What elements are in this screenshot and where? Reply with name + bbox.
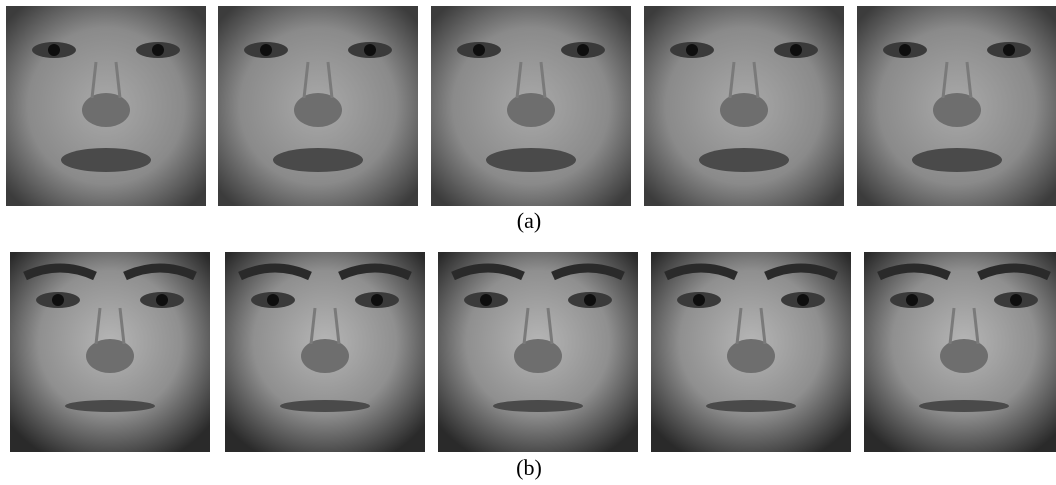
face-image <box>864 252 1056 452</box>
pupil <box>1003 44 1015 56</box>
face-image <box>431 6 631 206</box>
caption: (b) <box>516 455 542 480</box>
nose <box>294 93 342 127</box>
mouth <box>699 148 789 172</box>
nose <box>86 339 134 373</box>
nose <box>940 339 988 373</box>
nose <box>507 93 555 127</box>
pupil <box>584 294 596 306</box>
mouth <box>493 400 583 412</box>
mouth <box>61 148 151 172</box>
mouth <box>280 400 370 412</box>
caption: (a) <box>517 208 541 233</box>
mouth <box>65 400 155 412</box>
face-image <box>438 252 638 452</box>
page: (a) (b) (() => { const data = JSON.parse… <box>0 0 1056 485</box>
pupil <box>152 44 164 56</box>
face-image <box>10 252 210 452</box>
mouth <box>486 148 576 172</box>
mouth <box>273 148 363 172</box>
nose <box>514 339 562 373</box>
pupil <box>480 294 492 306</box>
pupil <box>1010 294 1022 306</box>
pupil <box>693 294 705 306</box>
face-image <box>857 6 1056 206</box>
pupil <box>371 294 383 306</box>
mouth <box>706 400 796 412</box>
pupil <box>48 44 60 56</box>
nose <box>933 93 981 127</box>
pupil <box>899 44 911 56</box>
pupil <box>577 44 589 56</box>
figure: (a) (b) <box>0 0 1056 485</box>
pupil <box>364 44 376 56</box>
nose <box>301 339 349 373</box>
pupil <box>473 44 485 56</box>
face-image <box>651 252 851 452</box>
pupil <box>797 294 809 306</box>
mouth <box>919 400 1009 412</box>
face-image <box>218 6 418 206</box>
pupil <box>906 294 918 306</box>
pupil <box>52 294 64 306</box>
pupil <box>156 294 168 306</box>
face-image <box>225 252 425 452</box>
nose <box>720 93 768 127</box>
pupil <box>260 44 272 56</box>
nose <box>82 93 130 127</box>
mouth <box>912 148 1002 172</box>
nose <box>727 339 775 373</box>
pupil <box>686 44 698 56</box>
pupil <box>267 294 279 306</box>
face-image <box>644 6 844 206</box>
pupil <box>790 44 802 56</box>
face-image <box>6 6 206 206</box>
